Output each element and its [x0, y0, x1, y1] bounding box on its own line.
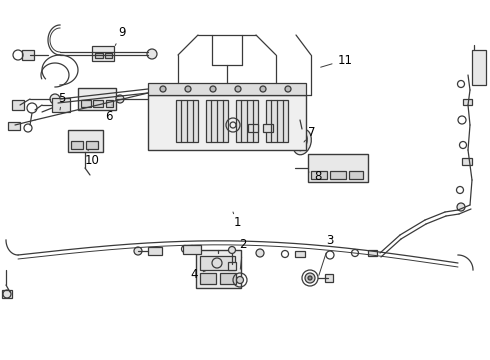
Text: 2: 2	[239, 238, 247, 269]
Text: 3: 3	[319, 234, 334, 275]
Circle shape	[160, 86, 166, 92]
Text: 1: 1	[233, 212, 241, 230]
Bar	[263, 124, 273, 132]
Text: 4: 4	[190, 269, 205, 282]
Circle shape	[285, 86, 291, 92]
Text: 6: 6	[105, 105, 113, 123]
Bar	[248, 124, 258, 132]
Bar	[93, 100, 103, 107]
Bar	[349, 171, 363, 179]
Bar	[220, 273, 236, 284]
Text: 7: 7	[304, 126, 316, 142]
Bar	[325, 274, 333, 282]
Bar	[2, 290, 12, 298]
Circle shape	[50, 94, 60, 104]
Bar	[95, 53, 103, 58]
Circle shape	[235, 86, 241, 92]
Circle shape	[210, 86, 216, 92]
Bar	[295, 251, 305, 257]
Circle shape	[457, 203, 465, 211]
Bar	[200, 273, 216, 284]
Bar	[148, 247, 162, 255]
Bar	[463, 99, 472, 105]
Bar	[81, 100, 91, 107]
Text: 5: 5	[58, 91, 66, 110]
Bar	[472, 50, 486, 85]
Circle shape	[228, 247, 236, 253]
Ellipse shape	[293, 129, 311, 155]
Bar	[368, 250, 377, 256]
Bar	[22, 50, 34, 60]
Bar	[176, 100, 198, 142]
Circle shape	[256, 249, 264, 257]
Bar	[105, 53, 112, 58]
Bar	[236, 100, 258, 142]
Bar	[92, 46, 114, 61]
Text: 8: 8	[309, 171, 322, 184]
Bar	[183, 245, 201, 254]
Circle shape	[260, 86, 266, 92]
Text: 11: 11	[320, 54, 352, 67]
Bar	[228, 262, 236, 270]
Bar	[78, 88, 116, 110]
Circle shape	[308, 276, 312, 280]
Circle shape	[116, 95, 124, 103]
Bar	[266, 100, 288, 142]
Text: 9: 9	[115, 26, 126, 45]
Bar	[8, 122, 20, 130]
Circle shape	[147, 49, 157, 59]
Circle shape	[134, 247, 142, 255]
Bar	[462, 158, 472, 165]
Bar	[308, 154, 368, 182]
Bar	[330, 171, 346, 179]
Text: 10: 10	[85, 150, 99, 166]
Circle shape	[305, 273, 315, 283]
Bar	[206, 100, 228, 142]
Bar	[148, 83, 306, 95]
Circle shape	[237, 276, 244, 284]
Bar	[12, 100, 24, 110]
Bar	[68, 130, 103, 152]
Bar	[196, 250, 241, 288]
Bar	[71, 141, 83, 149]
Bar	[148, 95, 306, 150]
Bar	[106, 100, 113, 107]
Bar	[52, 98, 70, 112]
Bar	[200, 256, 235, 270]
Bar	[311, 171, 327, 179]
Circle shape	[185, 86, 191, 92]
Bar	[86, 141, 98, 149]
